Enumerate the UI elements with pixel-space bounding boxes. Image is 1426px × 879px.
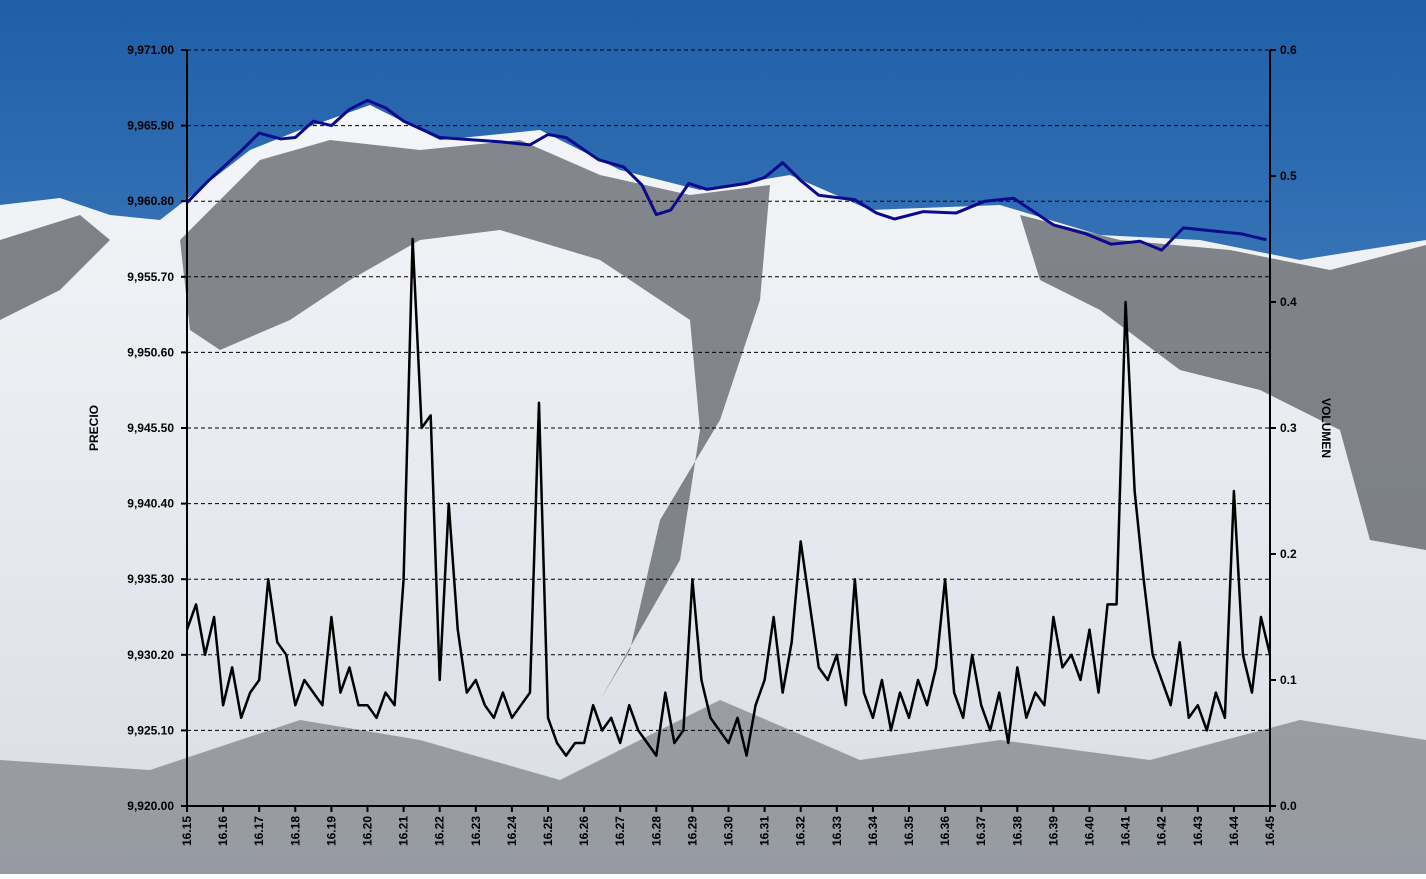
rock [180,140,770,700]
y-tick-label: 9,955.70 [127,270,174,284]
y-tick-label: 9,925.10 [127,723,174,737]
y-tick-label: 9,940.40 [127,497,174,511]
x-tick-label: 16.45 [1263,816,1277,846]
x-tick-label: 16.37 [974,816,988,846]
x-tick-label: 16.24 [505,816,519,846]
x-tick-label: 16.40 [1083,816,1097,846]
y2-axis-title: VOLUMEN [1319,398,1333,458]
y2-tick-label: 0.0 [1280,799,1297,813]
x-tick-label: 16.21 [397,816,411,846]
x-tick-label: 16.26 [577,816,591,846]
x-tick-label: 16.16 [216,816,230,846]
x-tick-label: 16.27 [613,816,627,846]
rock [1020,215,1426,550]
x-tick-label: 16.30 [722,816,736,846]
x-tick-label: 16.36 [938,816,952,846]
snow [0,105,1426,874]
x-tick-label: 16.29 [685,816,699,846]
y-tick-label: 9,965.90 [127,119,174,133]
x-tick-label: 16.15 [180,816,194,846]
x-tick-label: 16.35 [902,816,916,846]
x-tick-label: 16.32 [794,816,808,846]
y-tick-label: 9,960.80 [127,194,174,208]
y2-tick-label: 0.6 [1280,43,1297,57]
y-tick-label: 9,935.30 [127,572,174,586]
x-tick-label: 16.42 [1155,816,1169,846]
y-tick-label: 9,920.00 [127,799,174,813]
volume-line [185,237,1272,757]
y2-tick-label: 0.1 [1280,673,1297,687]
x-tick-label: 16.17 [252,816,266,846]
x-tick-label: 16.28 [649,816,663,846]
price-line [185,98,1267,252]
x-tick-label: 16.23 [469,816,483,846]
y2-tick-label: 0.4 [1280,295,1297,309]
y-axis-title: PRECIO [87,405,101,451]
x-tick-label: 16.25 [541,816,555,846]
x-tick-label: 16.18 [288,816,302,846]
x-tick-label: 16.33 [830,816,844,846]
x-tick-label: 16.39 [1046,816,1060,846]
x-tick-label: 16.41 [1119,816,1133,846]
y-tick-label: 9,945.50 [127,421,174,435]
x-tick-label: 16.19 [324,816,338,846]
y-tick-label: 9,971.00 [127,43,174,57]
y-tick-label: 9,950.60 [127,345,174,359]
x-tick-label: 16.31 [758,816,772,846]
x-tick-label: 16.22 [433,816,447,846]
y2-tick-label: 0.5 [1280,169,1297,183]
y-tick-label: 9,930.20 [127,648,174,662]
rock [0,700,1426,874]
x-tick-label: 16.38 [1010,816,1024,846]
x-tick-label: 16.34 [866,816,880,846]
y2-tick-label: 0.3 [1280,421,1297,435]
x-tick-label: 16.43 [1191,816,1205,846]
x-tick-label: 16.20 [361,816,375,846]
x-tick-label: 16.44 [1227,816,1241,846]
rock [0,215,110,320]
y2-tick-label: 0.2 [1280,547,1297,561]
